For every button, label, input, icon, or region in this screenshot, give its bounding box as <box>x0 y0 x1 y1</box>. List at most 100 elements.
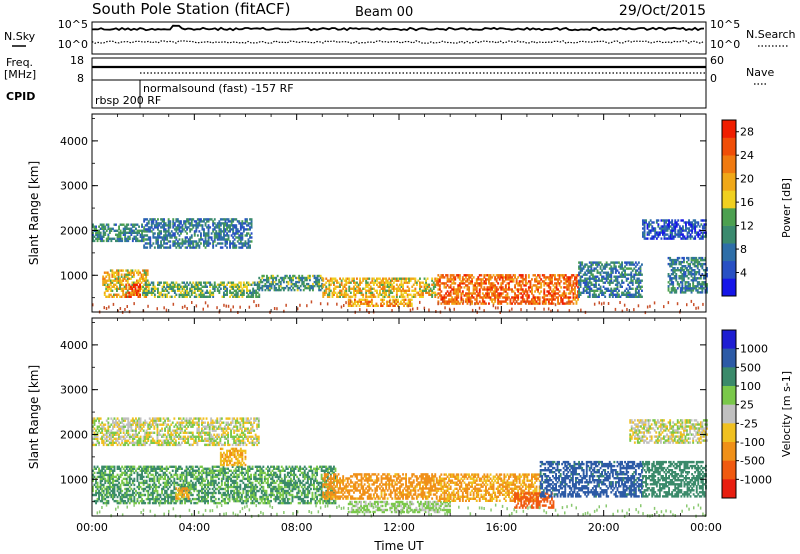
colorbar-swatch <box>722 330 736 349</box>
y-axis-label: Slant Range [km] <box>27 365 41 469</box>
colorbar-swatch <box>722 260 736 279</box>
colorbar-swatch <box>722 225 736 244</box>
scatter-band-4 <box>219 447 247 467</box>
freq-label-2: [MHz] <box>4 68 36 81</box>
cpid-label: CPID <box>6 90 35 103</box>
scatter-band-10 <box>578 261 643 298</box>
nsearch-label: N.Search <box>746 28 796 41</box>
beam-label: Beam 00 <box>355 5 413 20</box>
freq-tick-bottom: 8 <box>77 72 84 85</box>
colorbar-swatch <box>722 404 736 424</box>
noise-tick-right-top: 10^5 <box>710 18 740 31</box>
cpid-mode-2: normalsound (fast) -157 RF <box>143 82 294 95</box>
y-tick-label: 4000 <box>60 339 88 352</box>
scatter-band-11 <box>642 460 707 498</box>
scatter-band-4 <box>143 218 253 249</box>
x-tick-label: 12:00 <box>383 521 415 534</box>
scatter-band-2 <box>92 465 337 505</box>
noise-tick-left-bottom: 10^0 <box>58 38 88 51</box>
panel-1: 1000 2000 3000 4000 Slant Range [km] 4 8 12 16 20… <box>27 113 793 315</box>
x-tick-label: 04:00 <box>178 521 210 534</box>
colorbar-tick-label: 8 <box>740 243 747 256</box>
near-range-clutter <box>92 299 704 315</box>
colorbar: 1000 500 100 25 -25 -100 -500 -1000 Velocity [m … <box>721 329 793 499</box>
colorbar-tick-label: 12 <box>740 220 754 233</box>
scatter-band-3 <box>125 283 141 298</box>
colorbar-swatch <box>722 172 736 191</box>
colorbar-tick-label: -1000 <box>740 473 772 486</box>
colorbar-swatch <box>722 155 736 174</box>
y-tick-label: 1000 <box>60 269 88 282</box>
nsky-label: N.Sky <box>4 30 36 43</box>
x-tick-label: 20:00 <box>588 521 620 534</box>
colorbar-swatch <box>722 460 736 480</box>
colorbar-swatch <box>722 479 736 499</box>
station-title: South Pole Station (fitACF) <box>92 0 290 18</box>
x-tick-label: 00:00 <box>690 521 722 534</box>
scatter-band-9 <box>539 460 643 498</box>
scatter-band-1 <box>92 417 260 447</box>
colorbar-swatch <box>722 367 736 387</box>
colorbar-swatch <box>722 243 736 262</box>
colorbar-tick-label: 1000 <box>740 343 768 356</box>
colorbar-tick-label: 500 <box>740 361 761 374</box>
y-tick-label: 2000 <box>60 224 88 237</box>
x-tick-label: 00:00 <box>76 521 108 534</box>
colorbar-tick-label: 16 <box>740 196 754 209</box>
scatter-band-5 <box>143 281 261 298</box>
scatter-band-3 <box>175 487 190 500</box>
nave-tick-top: 60 <box>710 54 724 67</box>
colorbar-swatch <box>722 190 736 209</box>
scatter-band-8 <box>347 298 413 307</box>
scatter-cells <box>92 218 708 315</box>
cpid-strip-frame <box>91 79 707 109</box>
colorbar-tick-label: 28 <box>740 126 754 139</box>
nave-label: Nave <box>746 66 774 79</box>
colorbar-swatch <box>722 120 736 138</box>
scatter-band-9 <box>437 274 579 305</box>
colorbar-swatch <box>722 423 736 443</box>
strip-traces <box>91 24 706 74</box>
x-tick-label: 16:00 <box>485 521 517 534</box>
scatter-band-11 <box>642 219 707 240</box>
noise-tick-left-top: 10^5 <box>58 18 88 31</box>
nsearch-trace <box>91 40 705 44</box>
cpid-mode-1: rbsp 200 RF <box>95 94 161 107</box>
range-time-panels: 1000 2000 3000 4000 Slant Range [km] 4 8 12 16 20… <box>27 113 793 553</box>
scatter-band-6 <box>258 274 324 292</box>
colorbar: 4 8 12 16 20 24 28 Power [dB] <box>721 119 793 297</box>
scatter-band-8 <box>514 492 555 509</box>
colorbar-swatch <box>722 137 736 156</box>
scatter-band-5 <box>322 473 438 500</box>
x-axis-label: Time UT <box>373 539 424 553</box>
x-tick-label: 08:00 <box>281 521 313 534</box>
status-strips: N.Sky N.Search 10^5 10^0 10^5 10^0 Freq.… <box>4 18 796 109</box>
y-tick-label: 3000 <box>60 384 88 397</box>
colorbar-swatch <box>722 386 736 405</box>
scatter-band-12 <box>667 256 708 294</box>
y-tick-label: 4000 <box>60 135 88 148</box>
colorbar-tick-label: -500 <box>740 455 765 468</box>
colorbar-label: Power [dB] <box>780 178 793 238</box>
colorbar-label: Velocity [m s-1] <box>780 371 793 457</box>
colorbar-swatch <box>722 442 736 461</box>
y-tick-label: 2000 <box>60 428 88 441</box>
colorbar-tick-label: -25 <box>740 417 758 430</box>
nsky-trace <box>91 24 705 32</box>
colorbar-tick-label: 100 <box>740 380 761 393</box>
colorbar-tick-label: 25 <box>740 399 754 412</box>
nave-tick-bottom: 0 <box>710 72 717 85</box>
colorbar-tick-label: -100 <box>740 436 765 449</box>
colorbar-swatch <box>722 208 736 226</box>
panel-2: 1000 2000 3000 4000 00:00 04:00 08:00 12:00 16:0… <box>27 317 793 553</box>
date-label: 29/Oct/2015 <box>619 3 706 19</box>
scatter-band-10 <box>629 419 708 444</box>
colorbar-tick-label: 4 <box>740 267 747 280</box>
colorbar-tick-label: 24 <box>740 149 754 162</box>
y-tick-label: 3000 <box>60 180 88 193</box>
freq-strip-frame <box>91 57 707 81</box>
scatter-band-1 <box>92 223 145 243</box>
scatter-band-7 <box>322 277 438 298</box>
freq-tick-top: 18 <box>70 54 84 67</box>
